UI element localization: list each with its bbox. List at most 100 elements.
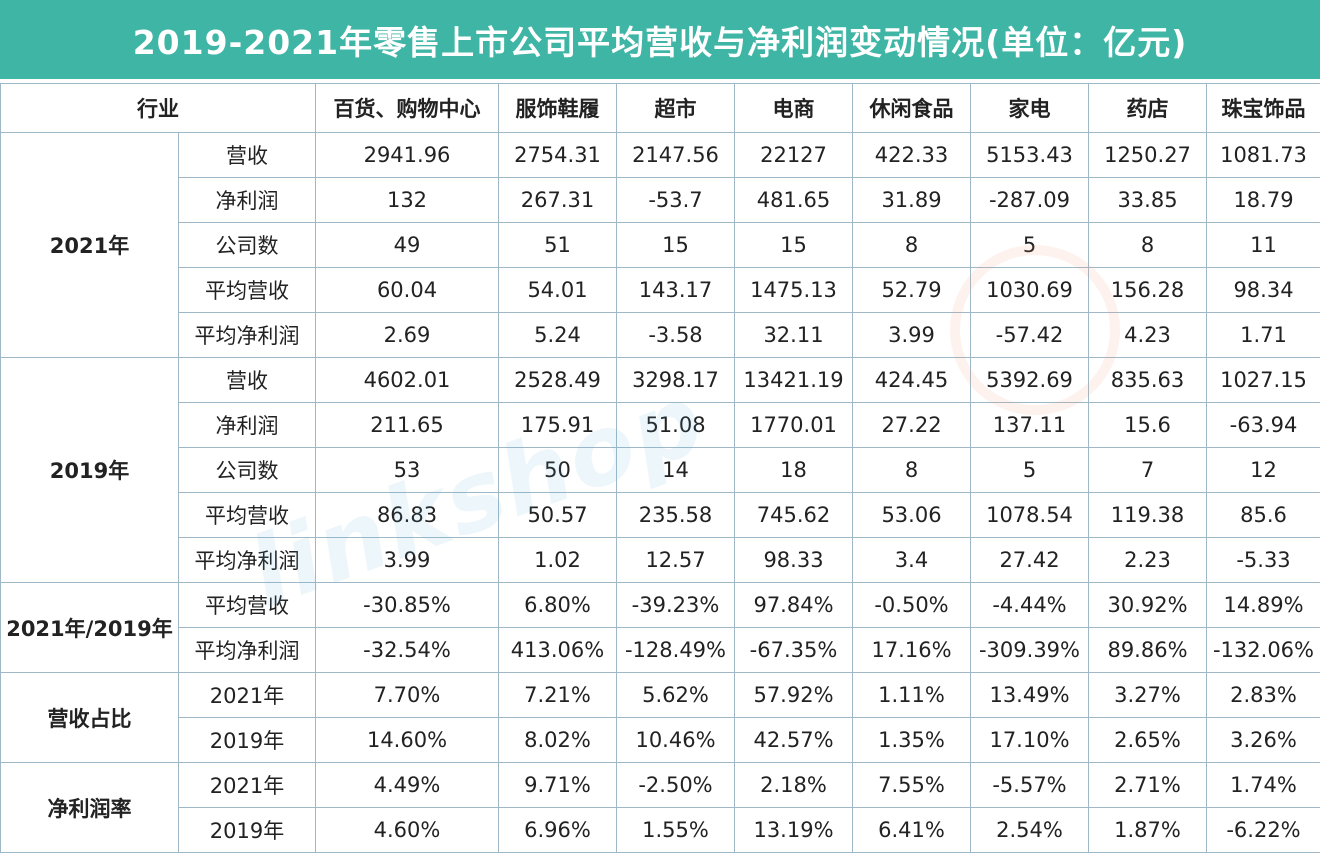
row-label: 公司数 [178, 447, 316, 493]
value-cell: 422.33 [852, 132, 971, 178]
value-cell: 27.22 [852, 402, 971, 448]
row-label: 2019年 [178, 717, 316, 763]
value-cell: 481.65 [734, 177, 853, 223]
value-cell: 14.89% [1206, 582, 1320, 628]
value-cell: 211.65 [315, 402, 499, 448]
value-cell: 2.65% [1088, 717, 1207, 763]
table-row: 净利润 211.65 175.91 51.08 1770.01 27.22 137.11 15… [1, 402, 1320, 448]
value-cell: 835.63 [1088, 357, 1207, 403]
value-cell: -53.7 [616, 177, 735, 223]
value-cell: 2528.49 [498, 357, 617, 403]
row-label: 净利润 [178, 177, 316, 223]
value-cell: 3.4 [852, 537, 971, 583]
value-cell: 50 [498, 447, 617, 493]
value-cell: 6.41% [852, 807, 971, 853]
value-cell: 14.60% [315, 717, 499, 763]
data-table: 行业 百货、购物中心 服饰鞋履 超市 电商 休闲食品 家电 药店 珠宝饰品 20… [0, 83, 1320, 853]
value-cell: 14 [616, 447, 735, 493]
value-cell: 4.23 [1088, 312, 1207, 358]
value-cell: 18.79 [1206, 177, 1320, 223]
value-cell: 33.85 [1088, 177, 1207, 223]
value-cell: 42.57% [734, 717, 853, 763]
group-label: 2021年/2019年 [0, 582, 179, 673]
value-cell: 15.6 [1088, 402, 1207, 448]
group-label: 2019年 [0, 357, 179, 583]
value-cell: 267.31 [498, 177, 617, 223]
value-cell: 6.80% [498, 582, 617, 628]
value-cell: 13421.19 [734, 357, 853, 403]
row-label: 公司数 [178, 222, 316, 268]
value-cell: 132 [315, 177, 499, 223]
value-cell: 2.18% [734, 762, 853, 808]
value-cell: 89.86% [1088, 627, 1207, 673]
row-label: 2021年 [178, 762, 316, 808]
value-cell: 745.62 [734, 492, 853, 538]
value-cell: 11 [1206, 222, 1320, 268]
row-label: 营收 [178, 357, 316, 403]
value-cell: 8 [1088, 222, 1207, 268]
value-cell: 1475.13 [734, 267, 853, 313]
value-cell: -287.09 [970, 177, 1089, 223]
value-cell: 51.08 [616, 402, 735, 448]
value-cell: 8.02% [498, 717, 617, 763]
row-label: 净利润 [178, 402, 316, 448]
value-cell: 137.11 [970, 402, 1089, 448]
value-cell: 7.21% [498, 672, 617, 718]
value-cell: 1.35% [852, 717, 971, 763]
header-col: 珠宝饰品 [1206, 83, 1320, 133]
value-cell: -57.42 [970, 312, 1089, 358]
value-cell: -39.23% [616, 582, 735, 628]
value-cell: -5.57% [970, 762, 1089, 808]
row-label: 2019年 [178, 807, 316, 853]
table-row: 2021年/2019年 平均营收 -30.85% 6.80% -39.23% 97.84%… [0, 582, 1320, 673]
value-cell: 86.83 [315, 492, 499, 538]
value-cell: 1770.01 [734, 402, 853, 448]
value-cell: -132.06% [1206, 627, 1320, 673]
value-cell: 5.62% [616, 672, 735, 718]
value-cell: 8 [852, 447, 971, 493]
row-label: 平均营收 [178, 582, 316, 628]
value-cell: -67.35% [734, 627, 853, 673]
value-cell: 3.99 [315, 537, 499, 583]
header-col: 百货、购物中心 [315, 83, 499, 133]
value-cell: 1027.15 [1206, 357, 1320, 403]
value-cell: 9.71% [498, 762, 617, 808]
value-cell: 3298.17 [616, 357, 735, 403]
value-cell: 1250.27 [1088, 132, 1207, 178]
value-cell: 15 [734, 222, 853, 268]
value-cell: 31.89 [852, 177, 971, 223]
row-label: 平均净利润 [178, 627, 316, 673]
value-cell: 2.71% [1088, 762, 1207, 808]
value-cell: 1.55% [616, 807, 735, 853]
value-cell: 2.23 [1088, 537, 1207, 583]
value-cell: 235.58 [616, 492, 735, 538]
value-cell: 17.10% [970, 717, 1089, 763]
row-label: 营收 [178, 132, 316, 178]
value-cell: 8 [852, 222, 971, 268]
group-label: 营收占比 [0, 672, 179, 763]
value-cell: 98.34 [1206, 267, 1320, 313]
value-cell: 3.99 [852, 312, 971, 358]
table-row: 2019年 14.60% 8.02% 10.46% 42.57% 1.35% 17.10% 2… [1, 717, 1320, 763]
value-cell: 4.60% [315, 807, 499, 853]
value-cell: -30.85% [315, 582, 499, 628]
value-cell: 5153.43 [970, 132, 1089, 178]
value-cell: 5 [970, 222, 1089, 268]
value-cell: 52.79 [852, 267, 971, 313]
table-row: 公司数 49 51 15 15 8 5 8 11 [1, 222, 1320, 268]
value-cell: 85.6 [1206, 492, 1320, 538]
value-cell: -5.33 [1206, 537, 1320, 583]
table-row: 净利润率 2021年 4.49% 9.71% -2.50% 2.18% 7.55% -5.57… [0, 762, 1320, 853]
header-industry-label: 行业 [0, 83, 316, 133]
value-cell: 2.83% [1206, 672, 1320, 718]
value-cell: 156.28 [1088, 267, 1207, 313]
table-row: 平均净利润 3.99 1.02 12.57 98.33 3.4 27.42 2.23 -5.33 [1, 537, 1320, 583]
value-cell: 49 [315, 222, 499, 268]
value-cell: 7.70% [315, 672, 499, 718]
value-cell: 2.69 [315, 312, 499, 358]
value-cell: 7.55% [852, 762, 971, 808]
value-cell: 50.57 [498, 492, 617, 538]
value-cell: 13.49% [970, 672, 1089, 718]
table-row: 2021年 营收 2941.96 2754.31 2147.56 22127 422.33 5… [0, 132, 1320, 358]
table-row: 2019年 4.60% 6.96% 1.55% 13.19% 6.41% 2.54% 1.87… [1, 807, 1320, 853]
